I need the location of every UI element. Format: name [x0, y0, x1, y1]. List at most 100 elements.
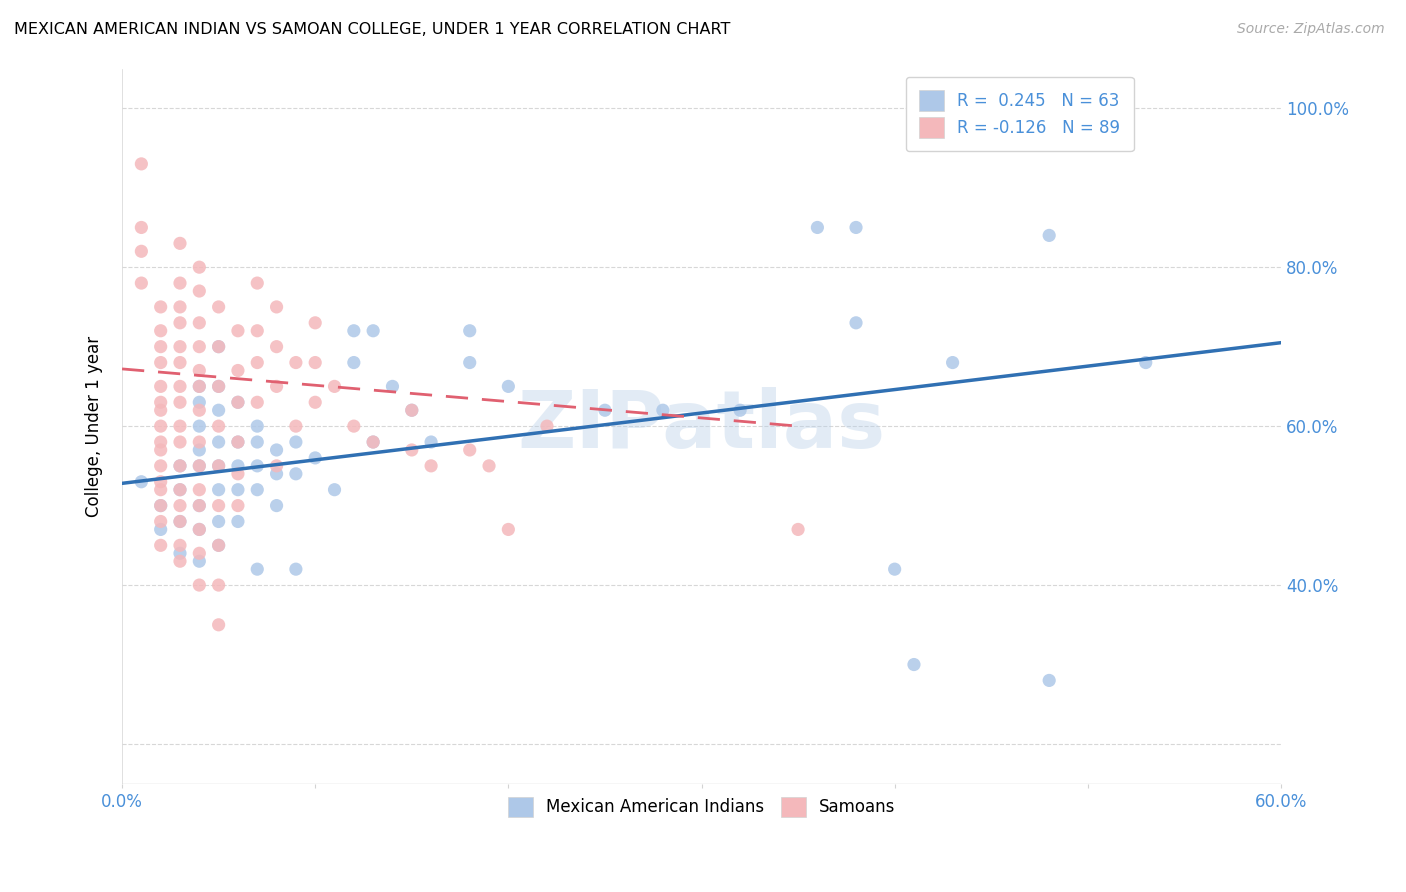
Point — [131, 475, 153, 489]
Point — [169, 546, 191, 560]
Point — [266, 340, 288, 354]
Point — [266, 442, 288, 457]
Point — [188, 379, 211, 393]
Point — [284, 435, 307, 450]
Point — [361, 324, 384, 338]
Point — [207, 499, 229, 513]
Point — [169, 340, 191, 354]
Point — [226, 467, 249, 481]
Point — [149, 458, 172, 473]
Point — [478, 458, 501, 473]
Point — [207, 538, 229, 552]
Point — [169, 316, 191, 330]
Point — [246, 276, 269, 290]
Point — [207, 458, 229, 473]
Legend: Mexican American Indians, Samoans: Mexican American Indians, Samoans — [499, 789, 904, 825]
Point — [207, 515, 229, 529]
Point — [207, 538, 229, 552]
Point — [207, 379, 229, 393]
Point — [246, 355, 269, 369]
Point — [188, 379, 211, 393]
Point — [284, 562, 307, 576]
Text: ZIPatlas: ZIPatlas — [517, 387, 886, 465]
Point — [226, 395, 249, 409]
Point — [845, 220, 868, 235]
Point — [149, 419, 172, 434]
Point — [246, 395, 269, 409]
Point — [343, 355, 366, 369]
Point — [361, 435, 384, 450]
Point — [458, 442, 481, 457]
Y-axis label: College, Under 1 year: College, Under 1 year — [86, 335, 103, 516]
Point — [266, 458, 288, 473]
Point — [361, 435, 384, 450]
Point — [188, 284, 211, 298]
Point — [131, 157, 153, 171]
Point — [1135, 355, 1157, 369]
Point — [188, 419, 211, 434]
Point — [169, 300, 191, 314]
Point — [226, 435, 249, 450]
Point — [284, 467, 307, 481]
Point — [149, 515, 172, 529]
Point — [226, 435, 249, 450]
Point — [246, 324, 269, 338]
Point — [207, 300, 229, 314]
Point — [226, 363, 249, 377]
Point — [226, 395, 249, 409]
Point — [188, 458, 211, 473]
Point — [169, 499, 191, 513]
Point — [401, 403, 423, 417]
Point — [266, 379, 288, 393]
Point — [266, 499, 288, 513]
Point — [1038, 673, 1060, 688]
Point — [498, 523, 520, 537]
Point — [226, 458, 249, 473]
Point — [188, 546, 211, 560]
Point — [787, 523, 810, 537]
Point — [149, 475, 172, 489]
Point — [593, 403, 616, 417]
Point — [188, 435, 211, 450]
Point — [188, 458, 211, 473]
Point — [188, 483, 211, 497]
Point — [266, 467, 288, 481]
Point — [226, 515, 249, 529]
Point — [169, 236, 191, 251]
Point — [169, 483, 191, 497]
Point — [169, 395, 191, 409]
Point — [188, 578, 211, 592]
Point — [149, 403, 172, 417]
Point — [207, 340, 229, 354]
Point — [381, 379, 404, 393]
Point — [188, 260, 211, 275]
Point — [169, 435, 191, 450]
Point — [207, 419, 229, 434]
Point — [420, 435, 443, 450]
Point — [207, 617, 229, 632]
Point — [903, 657, 925, 672]
Point — [458, 355, 481, 369]
Point — [845, 316, 868, 330]
Point — [169, 515, 191, 529]
Point — [246, 458, 269, 473]
Point — [149, 300, 172, 314]
Point — [188, 363, 211, 377]
Point — [188, 499, 211, 513]
Point — [207, 483, 229, 497]
Point — [284, 419, 307, 434]
Text: Source: ZipAtlas.com: Source: ZipAtlas.com — [1237, 22, 1385, 37]
Point — [226, 324, 249, 338]
Point — [131, 276, 153, 290]
Point — [188, 523, 211, 537]
Point — [149, 499, 172, 513]
Point — [188, 499, 211, 513]
Point — [169, 355, 191, 369]
Point — [246, 419, 269, 434]
Point — [149, 523, 172, 537]
Point — [131, 220, 153, 235]
Point — [169, 554, 191, 568]
Point — [401, 403, 423, 417]
Point — [188, 340, 211, 354]
Point — [169, 276, 191, 290]
